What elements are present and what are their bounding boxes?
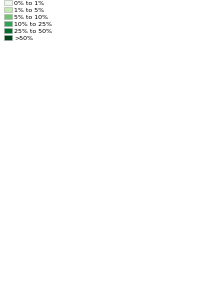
Legend: 0% to 1%, 1% to 5%, 5% to 10%, 10% to 25%, 25% to 50%, >50%: 0% to 1%, 1% to 5%, 5% to 10%, 10% to 25… [4,0,53,41]
